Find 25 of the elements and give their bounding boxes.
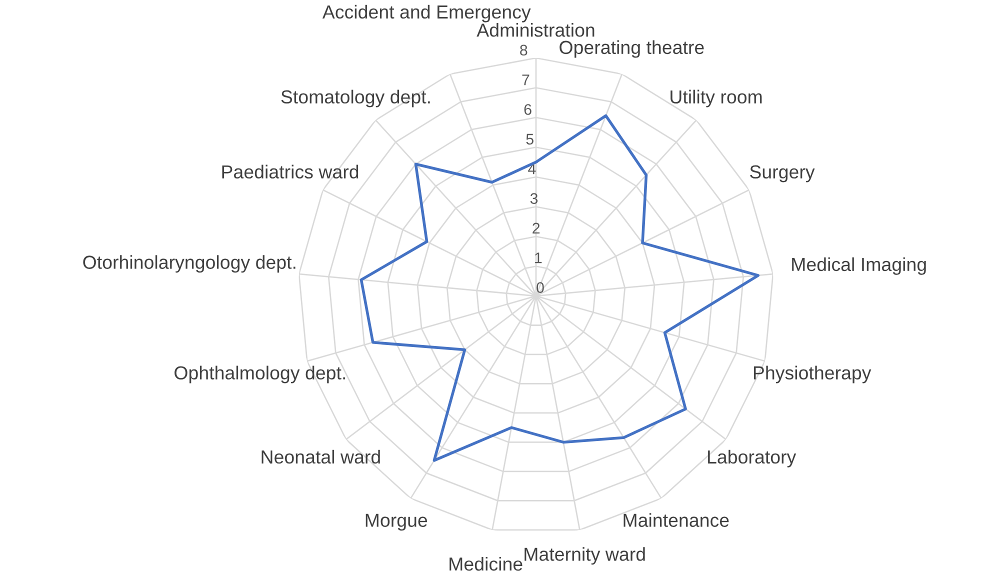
y-tick-label: 3 bbox=[530, 193, 538, 204]
y-tick-label: 8 bbox=[520, 44, 528, 56]
y-tick-label: 6 bbox=[524, 104, 532, 115]
spoke-label: Administration bbox=[476, 23, 594, 37]
spoke-label: Utility room bbox=[670, 90, 762, 108]
spoke-label: Medicine bbox=[450, 556, 522, 571]
spoke-label: Accident and Emergency bbox=[322, 4, 531, 22]
y-tick-label: 5 bbox=[526, 134, 534, 145]
spoke-label: Physiotherapy bbox=[754, 366, 872, 384]
spoke-label: Ophthalmology dept. bbox=[174, 366, 345, 384]
spoke-label: Paediatrics ward bbox=[222, 164, 358, 179]
spoke-label: Stomatology dept. bbox=[281, 90, 430, 108]
y-tick-label: 2 bbox=[532, 222, 540, 234]
spoke-label: Maternity ward bbox=[524, 547, 645, 565]
spoke-label: Surgery bbox=[750, 165, 815, 182]
spoke-label: Laboratory bbox=[708, 450, 796, 468]
y-tick-label: 1 bbox=[535, 252, 542, 264]
y-tick-label: 0 bbox=[536, 282, 544, 293]
spoke-label: Morgue bbox=[366, 514, 428, 531]
spoke-label: Neonatal ward bbox=[262, 450, 380, 464]
spoke-label: Medical Imaging bbox=[792, 257, 926, 275]
y-tick-label: 7 bbox=[522, 74, 530, 86]
spoke-label: Otorhinolaryngology dept. bbox=[83, 255, 296, 273]
spoke-label: Maintenance bbox=[624, 513, 729, 527]
spoke-label: Operating theatre bbox=[560, 40, 704, 58]
